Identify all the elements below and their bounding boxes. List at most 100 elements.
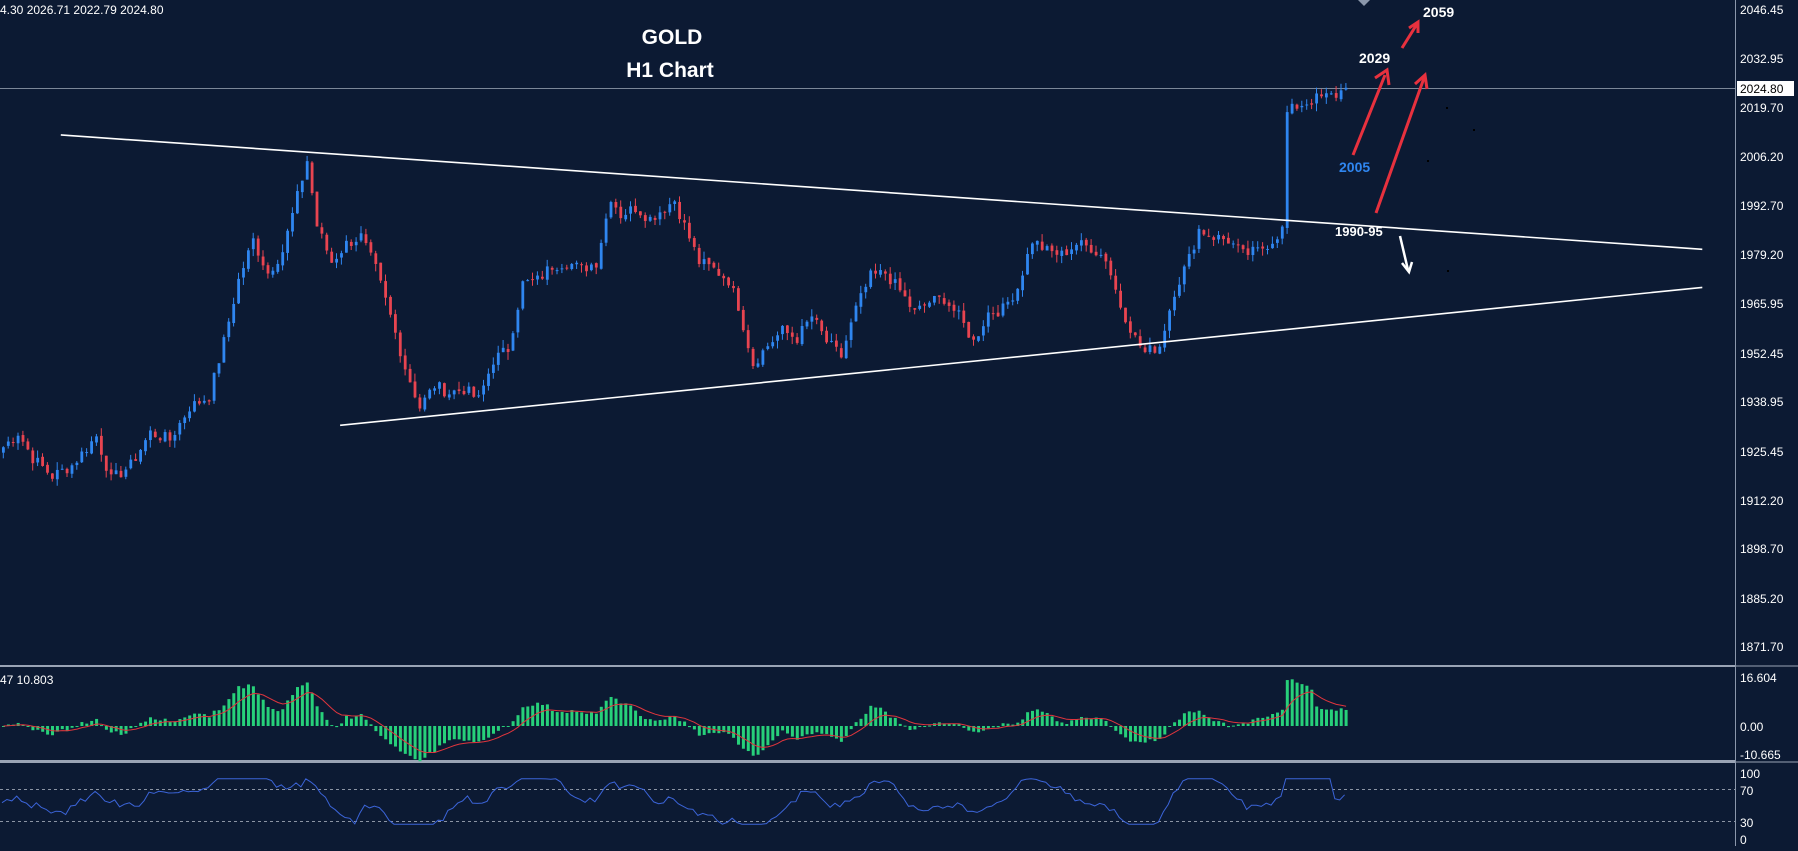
- macd-bar: [168, 721, 172, 726]
- candle: [310, 161, 314, 196]
- candle: [1050, 243, 1054, 258]
- trendline-upper-resistance[interactable]: [60, 134, 1703, 251]
- candle: [95, 433, 98, 446]
- macd-bar: [580, 712, 584, 726]
- candle: [977, 336, 980, 343]
- macd-bar: [447, 726, 451, 741]
- candle: [1094, 245, 1098, 257]
- macd-bar: [85, 723, 89, 726]
- macd-bar: [565, 713, 569, 726]
- macd-bar: [369, 724, 373, 726]
- macd-bar: [247, 684, 250, 726]
- macd-signal-line: [3, 691, 1347, 753]
- macd-bar: [1246, 723, 1250, 726]
- candle: [443, 382, 446, 398]
- candle: [1334, 86, 1338, 102]
- macd-bar: [1276, 712, 1279, 726]
- trendline-lower-support[interactable]: [340, 286, 1703, 427]
- candle: [487, 368, 490, 391]
- panel-separator-rsi[interactable]: [0, 760, 1735, 763]
- candle: [1080, 233, 1083, 252]
- candle: [300, 180, 304, 199]
- candle: [198, 397, 201, 406]
- candle: [291, 207, 294, 237]
- candle: [193, 394, 196, 413]
- macd-bar: [991, 726, 995, 728]
- red-arrow-to-2059: [1400, 23, 1419, 49]
- rsi-tick: 0: [1740, 833, 1747, 846]
- candle: [933, 295, 936, 306]
- macd-bar: [1021, 719, 1025, 726]
- macd-bar: [80, 722, 84, 726]
- candle: [604, 213, 608, 247]
- macd-bar: [511, 721, 515, 726]
- candle: [942, 292, 946, 306]
- candle: [36, 450, 40, 467]
- trendlines[interactable]: [60, 134, 1703, 427]
- candle: [276, 259, 280, 274]
- candle: [1109, 257, 1113, 280]
- candle: [124, 466, 128, 480]
- macd-bar: [967, 726, 971, 731]
- macd-bar: [1129, 726, 1132, 742]
- candle: [65, 467, 69, 478]
- candle: [732, 281, 735, 293]
- macd-bar: [354, 716, 358, 726]
- candle: [1178, 277, 1181, 298]
- macd-bar: [1035, 709, 1039, 726]
- candle: [173, 430, 177, 448]
- candle: [835, 333, 838, 352]
- macd-bar: [1153, 726, 1157, 742]
- candle: [1197, 225, 1201, 253]
- candle: [1246, 240, 1250, 260]
- macd-bar: [560, 711, 564, 726]
- candle: [830, 333, 833, 343]
- macd-bar: [438, 726, 442, 746]
- macd-bar: [325, 719, 329, 726]
- macd-bar: [805, 726, 809, 735]
- macd-bar: [418, 726, 422, 762]
- macd-bar: [1011, 724, 1015, 726]
- candle: [178, 420, 182, 441]
- annotation-1990-95: 1990-95: [1335, 224, 1383, 239]
- macd-bar: [692, 726, 696, 730]
- macd-bar: [545, 704, 549, 726]
- macd-bar: [717, 726, 721, 734]
- macd-bar: [741, 726, 745, 749]
- panel-separator-macd[interactable]: [0, 665, 1735, 667]
- price-axis[interactable]: 2046.45 2032.95 2019.70 2006.20 1992.70 …: [1737, 3, 1794, 654]
- price-tick: 1965.95: [1740, 297, 1784, 311]
- candle: [1266, 245, 1269, 255]
- candle: [1187, 246, 1191, 270]
- macd-bar: [1231, 725, 1235, 727]
- macd-bar: [251, 686, 255, 726]
- macd-bar: [36, 726, 40, 730]
- macd-bar: [884, 711, 887, 726]
- candle: [761, 348, 765, 367]
- candle: [898, 272, 902, 293]
- macd-bar: [212, 710, 216, 726]
- macd-bar: [1290, 679, 1294, 726]
- candle: [663, 210, 667, 220]
- candle: [104, 455, 108, 478]
- macd-bar: [232, 693, 236, 726]
- candle: [335, 253, 338, 269]
- macd-bar: [707, 726, 711, 734]
- candle: [394, 309, 397, 340]
- macd-bar: [908, 726, 912, 730]
- candle: [379, 262, 383, 284]
- candle: [1227, 232, 1230, 244]
- candle: [531, 272, 534, 286]
- macd-bar: [536, 702, 540, 726]
- candle: [599, 239, 603, 270]
- candle: [418, 393, 422, 412]
- macd-bar: [859, 718, 863, 726]
- candle: [1148, 337, 1152, 355]
- macd-bar: [1060, 722, 1064, 726]
- macd-bar: [1280, 709, 1284, 726]
- macd-bar: [643, 719, 647, 726]
- macd-bar: [271, 709, 275, 726]
- scroll-marker-icon[interactable]: [1358, 0, 1370, 6]
